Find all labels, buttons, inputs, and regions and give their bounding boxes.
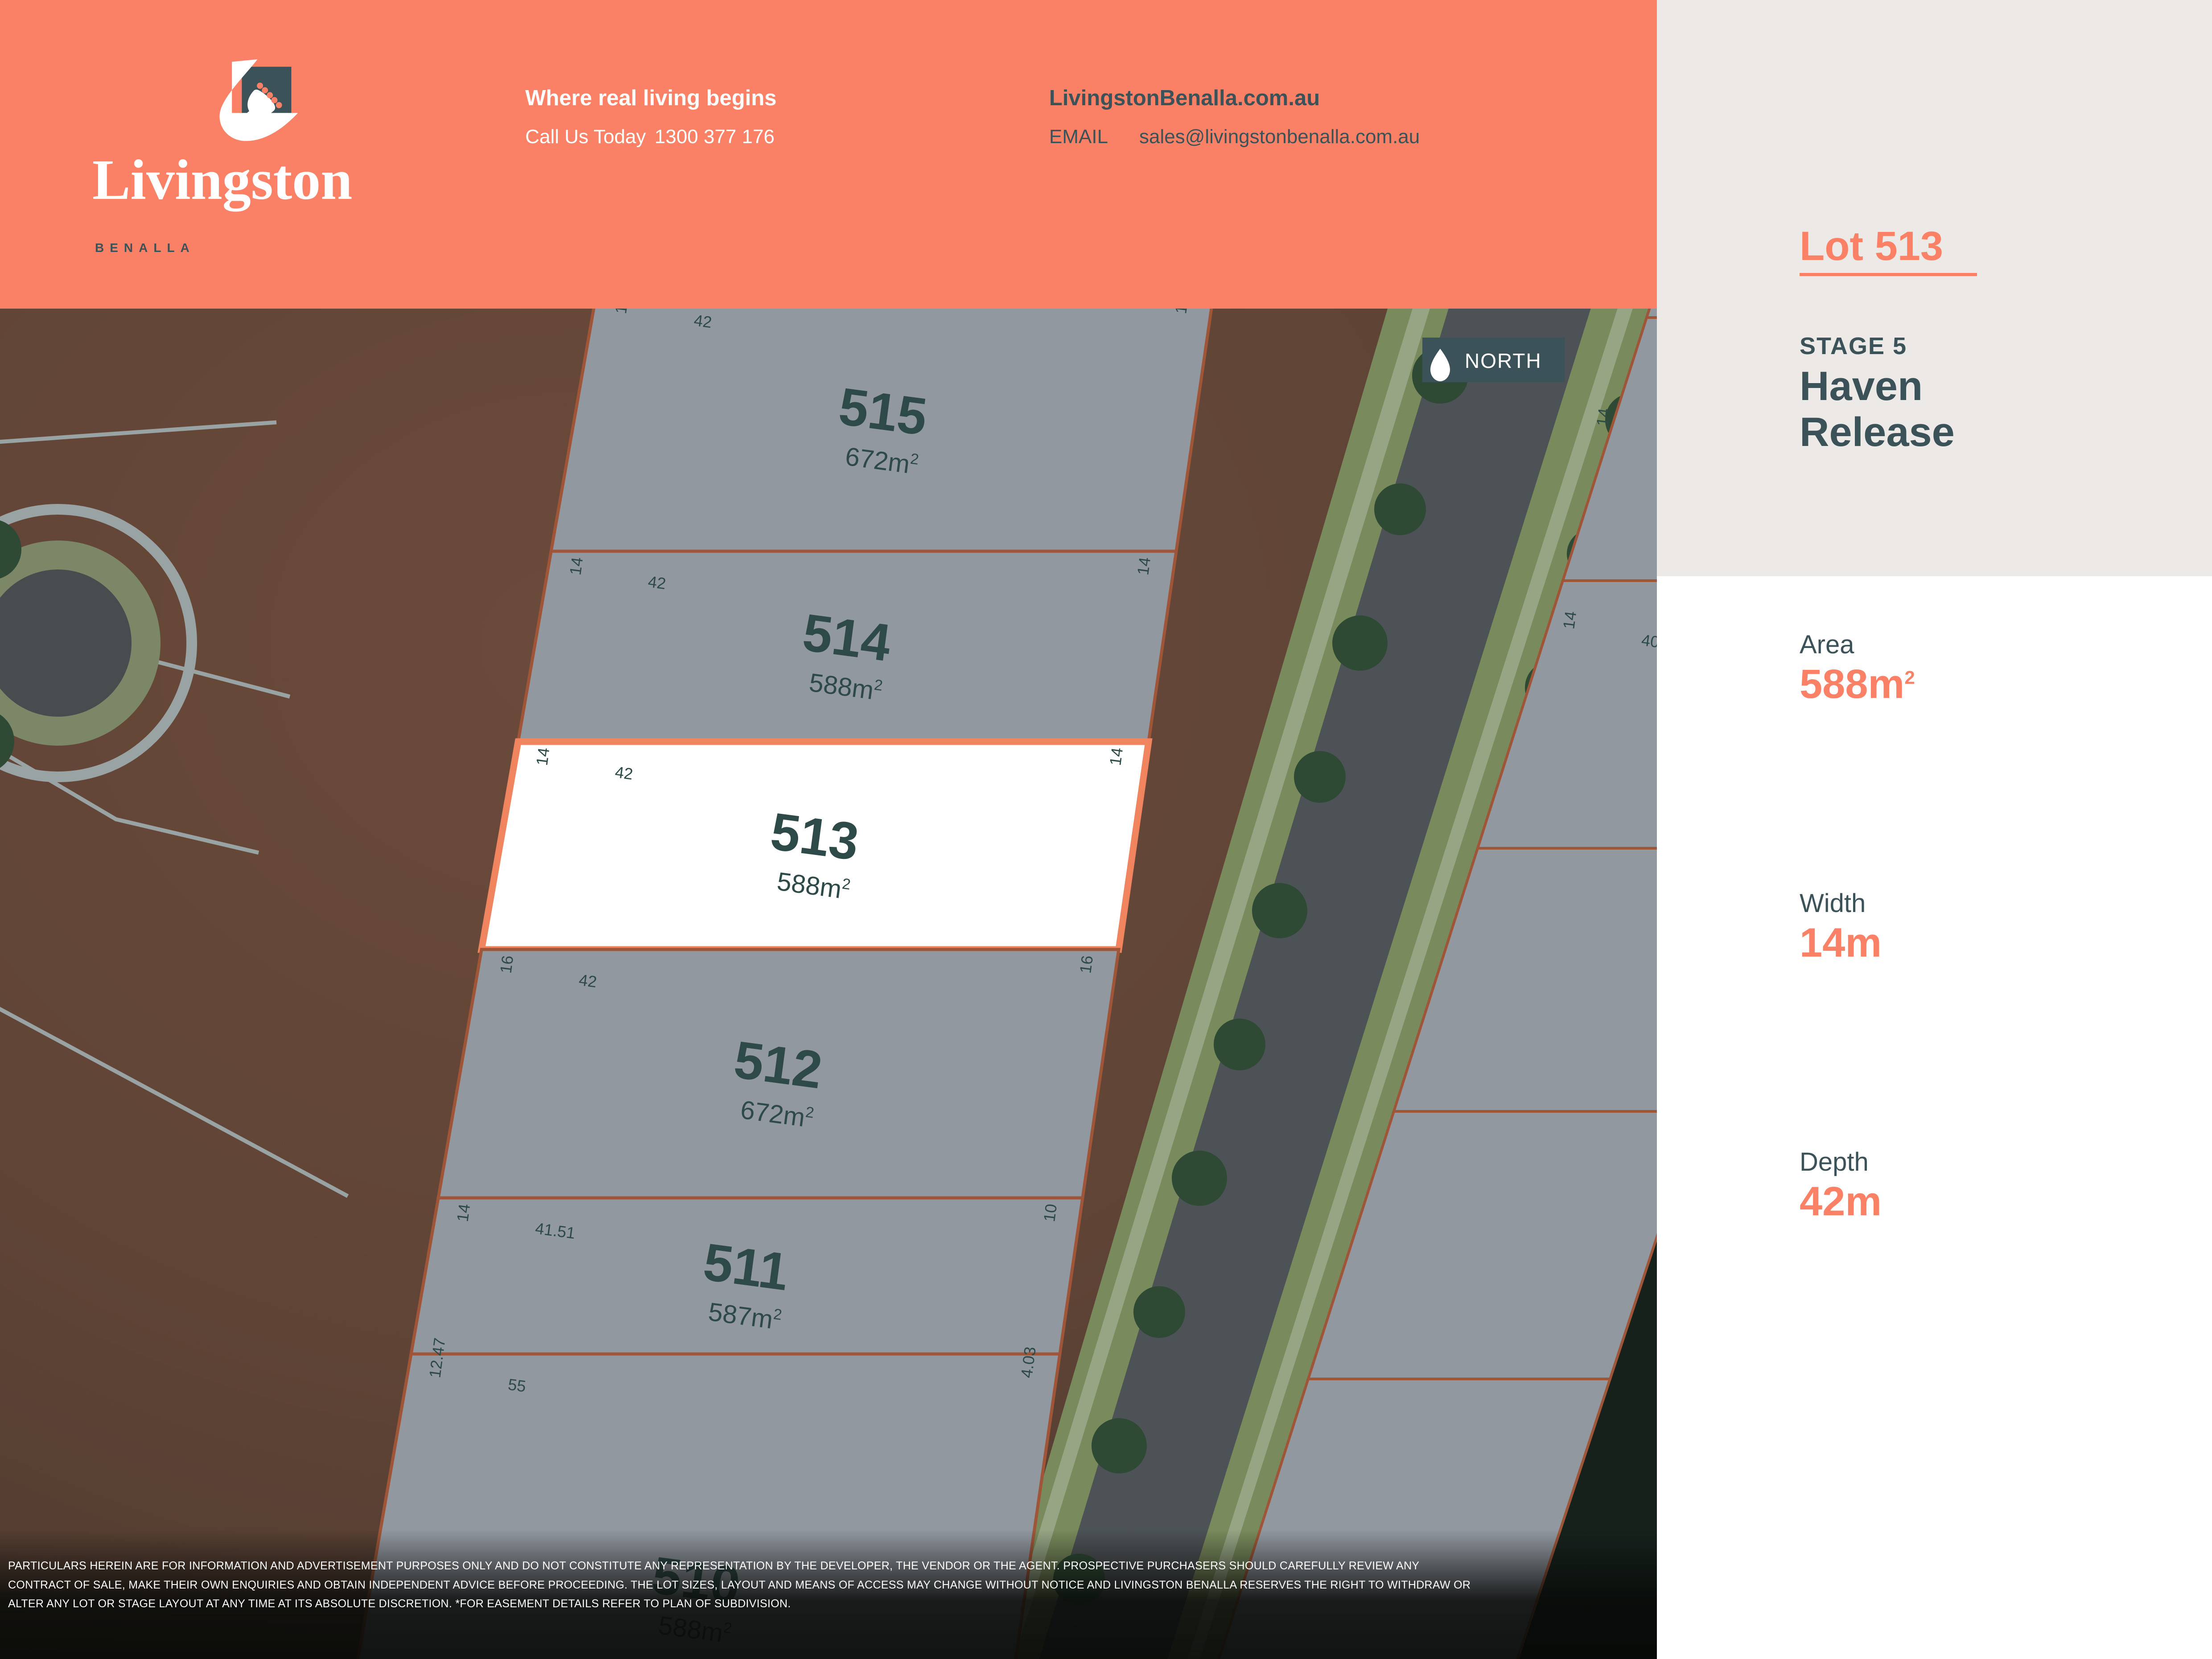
svg-text:14: 14 [1593,407,1613,427]
svg-text:14: 14 [1133,556,1154,576]
svg-text:514: 514 [799,603,894,673]
svg-text:512: 512 [731,1030,825,1100]
svg-text:40: 40 [1640,631,1657,651]
svg-text:42: 42 [647,572,667,593]
svg-text:14: 14 [1106,747,1126,767]
svg-text:42: 42 [578,970,598,991]
svg-text:55: 55 [507,1375,527,1395]
svg-text:14: 14 [1559,610,1580,630]
svg-text:14: 14 [532,747,553,767]
svg-text:515: 515 [836,377,930,447]
svg-text:16: 16 [496,954,517,974]
svg-text:14: 14 [453,1203,474,1223]
svg-text:511: 511 [700,1232,792,1302]
svg-text:14: 14 [566,556,586,576]
svg-text:NORTH: NORTH [1465,349,1542,372]
svg-text:42: 42 [614,763,634,783]
svg-text:513: 513 [767,802,862,872]
svg-text:16: 16 [1076,954,1096,974]
svg-text:10: 10 [1040,1203,1060,1223]
svg-text:42: 42 [693,311,713,331]
